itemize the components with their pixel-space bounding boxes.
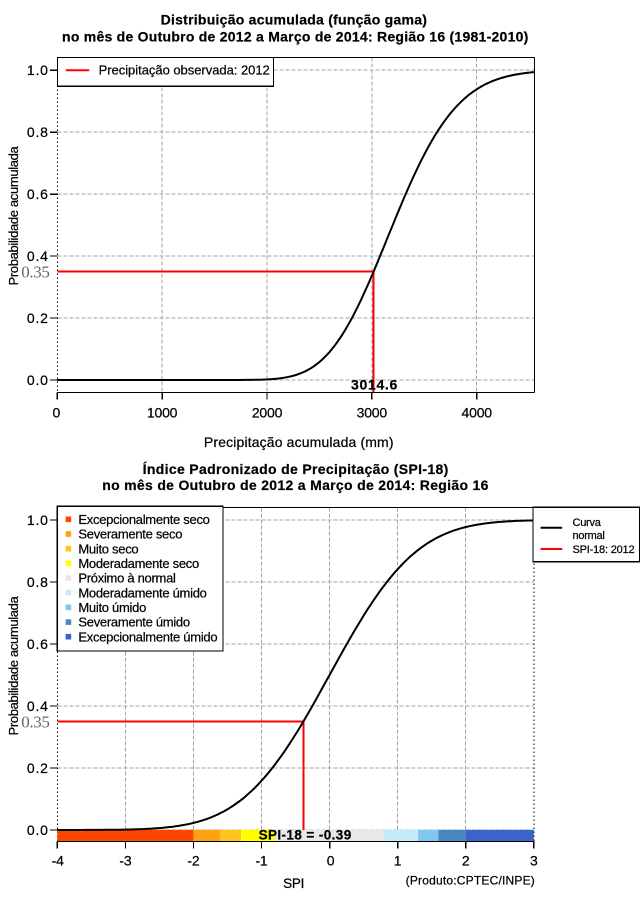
svg-text:Muito úmido: Muito úmido <box>78 600 146 615</box>
svg-text:SPI-18: 2012: SPI-18: 2012 <box>573 544 635 556</box>
svg-text:0.35: 0.35 <box>21 713 49 732</box>
svg-text:1000: 1000 <box>147 405 178 421</box>
svg-text:no mês de Outubro de 2012 a Ma: no mês de Outubro de 2012 a Março de 201… <box>102 477 488 493</box>
svg-text:Probabilidade acumulada: Probabilidade acumulada <box>6 145 21 285</box>
svg-text:0.4: 0.4 <box>27 698 49 714</box>
svg-text:3000: 3000 <box>357 405 388 421</box>
svg-text:Índice Padronizado de Precipit: Índice Padronizado de Precipitação (SPI-… <box>143 461 449 477</box>
svg-text:Distribuição acumulada (função: Distribuição acumulada (função gama) <box>161 11 428 27</box>
svg-text:0.6: 0.6 <box>27 636 49 652</box>
svg-text:(Produto:CPTEC/INPE): (Produto:CPTEC/INPE) <box>406 874 535 888</box>
svg-text:2: 2 <box>462 853 470 869</box>
svg-text:Moderadamente seco: Moderadamente seco <box>78 556 199 571</box>
svg-text:0: 0 <box>327 853 335 869</box>
svg-text:0.0: 0.0 <box>27 372 49 388</box>
svg-text:0.4: 0.4 <box>27 248 49 264</box>
svg-text:Excepcionalmente úmido: Excepcionalmente úmido <box>78 629 217 644</box>
svg-text:SPI: SPI <box>283 876 304 891</box>
svg-text:-3: -3 <box>119 853 131 869</box>
svg-text:Precipitação observada: 2012: Precipitação observada: 2012 <box>99 63 270 78</box>
svg-text:2000: 2000 <box>252 405 283 421</box>
svg-text:3: 3 <box>530 853 538 869</box>
svg-text:4000: 4000 <box>462 405 493 421</box>
svg-text:3014.6: 3014.6 <box>351 376 398 392</box>
svg-text:SPI-18 = -0.39: SPI-18 = -0.39 <box>259 828 352 843</box>
svg-text:0.8: 0.8 <box>27 574 49 590</box>
svg-text:0.0: 0.0 <box>27 822 49 838</box>
svg-text:Próximo à normal: Próximo à normal <box>78 571 176 586</box>
svg-text:0.8: 0.8 <box>27 124 49 140</box>
svg-text:1.0: 1.0 <box>27 62 49 78</box>
svg-text:0.2: 0.2 <box>27 760 49 776</box>
svg-text:Curva: Curva <box>573 517 602 529</box>
svg-text:1.0: 1.0 <box>27 512 49 528</box>
svg-text:Severamente úmido: Severamente úmido <box>78 615 189 630</box>
svg-text:-1: -1 <box>255 853 267 869</box>
svg-text:Probabilidade acumulada: Probabilidade acumulada <box>6 595 21 735</box>
svg-text:0.6: 0.6 <box>27 186 49 202</box>
svg-text:0.35: 0.35 <box>21 262 49 281</box>
svg-text:normal: normal <box>573 530 605 542</box>
svg-text:no mês de Outubro de 2012 a Ma: no mês de Outubro de 2012 a Março de 201… <box>62 28 529 44</box>
svg-text:0.2: 0.2 <box>27 310 49 326</box>
svg-text:Excepcionalmente seco: Excepcionalmente seco <box>78 512 209 527</box>
svg-text:-4: -4 <box>52 853 64 869</box>
svg-text:Precipitação acumulada (mm): Precipitação acumulada (mm) <box>204 434 394 450</box>
svg-text:Muito seco: Muito seco <box>78 541 138 556</box>
svg-text:Severamente seco: Severamente seco <box>78 527 182 542</box>
svg-text:1: 1 <box>394 853 402 869</box>
svg-text:Moderadamente úmido: Moderadamente úmido <box>78 585 206 600</box>
svg-text:-2: -2 <box>187 853 199 869</box>
svg-text:0: 0 <box>53 405 61 421</box>
